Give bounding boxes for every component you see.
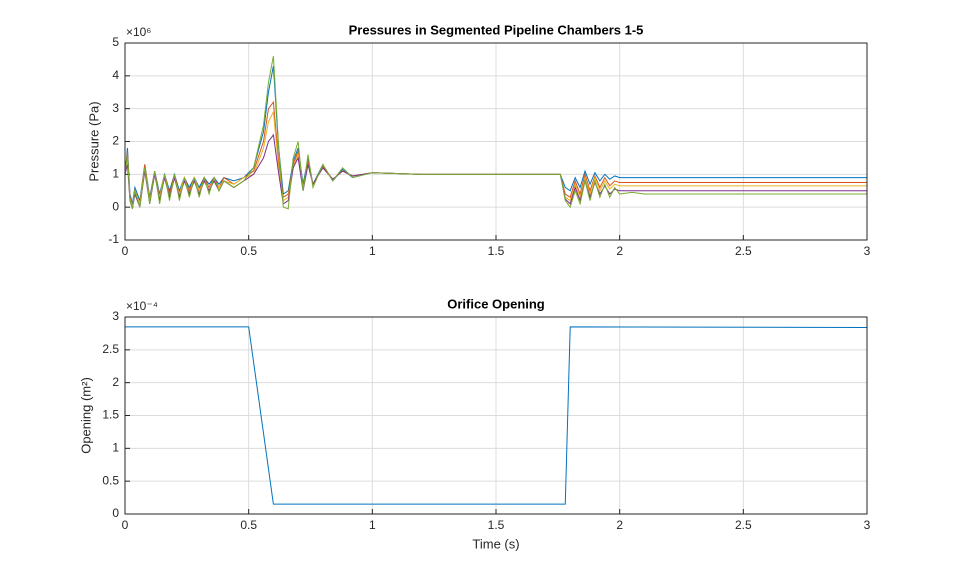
x-tick-label: 1 bbox=[369, 518, 376, 532]
y-tick-label: 3 bbox=[112, 309, 119, 323]
x-tick-label: 0.5 bbox=[240, 518, 257, 532]
y-axis-label: Pressure (Pa) bbox=[86, 101, 101, 181]
x-tick-label: 1 bbox=[369, 244, 376, 258]
axes-box bbox=[124, 42, 868, 241]
y-tick-label: 0 bbox=[112, 199, 119, 213]
axes-box bbox=[124, 316, 868, 515]
y-tick-label: 4 bbox=[112, 68, 119, 82]
x-tick-label: 3 bbox=[864, 518, 871, 532]
y-tick-label: 0.5 bbox=[102, 473, 119, 487]
chart-title: Pressures in Segmented Pipeline Chambers… bbox=[349, 22, 644, 37]
y-tick-label: 3 bbox=[112, 101, 119, 115]
x-tick-label: 1.5 bbox=[488, 244, 505, 258]
y-axis-label: Opening (m²) bbox=[78, 377, 93, 454]
x-tick-label: 0.5 bbox=[240, 244, 257, 258]
x-tick-label: 1.5 bbox=[488, 518, 505, 532]
x-tick-label: 2 bbox=[616, 518, 623, 532]
y-tick-label: 1.5 bbox=[102, 408, 119, 422]
x-tick-label: 0 bbox=[122, 518, 129, 532]
series-line bbox=[125, 326, 868, 505]
x-tick-label: 2 bbox=[616, 244, 623, 258]
y-tick-label: 2 bbox=[112, 375, 119, 389]
y-tick-label: -1 bbox=[108, 232, 119, 246]
y-tick-label: 2 bbox=[112, 134, 119, 148]
x-tick-label: 0 bbox=[122, 244, 129, 258]
x-tick-label: 2.5 bbox=[735, 518, 752, 532]
x-tick-label: 3 bbox=[864, 244, 871, 258]
x-tick-label: 2.5 bbox=[735, 244, 752, 258]
chart-title: Orifice Opening bbox=[447, 296, 545, 311]
y-tick-label: 2.5 bbox=[102, 342, 119, 356]
y-tick-label: 1 bbox=[112, 167, 119, 181]
y-tick-label: 1 bbox=[112, 441, 119, 455]
y-tick-label: 5 bbox=[112, 35, 119, 49]
x-axis-label: Time (s) bbox=[472, 536, 519, 551]
y-exponent: ×10⁻⁴ bbox=[126, 299, 158, 313]
y-exponent: ×10⁶ bbox=[126, 25, 151, 39]
series-line bbox=[124, 56, 867, 210]
y-tick-label: 0 bbox=[112, 506, 119, 520]
